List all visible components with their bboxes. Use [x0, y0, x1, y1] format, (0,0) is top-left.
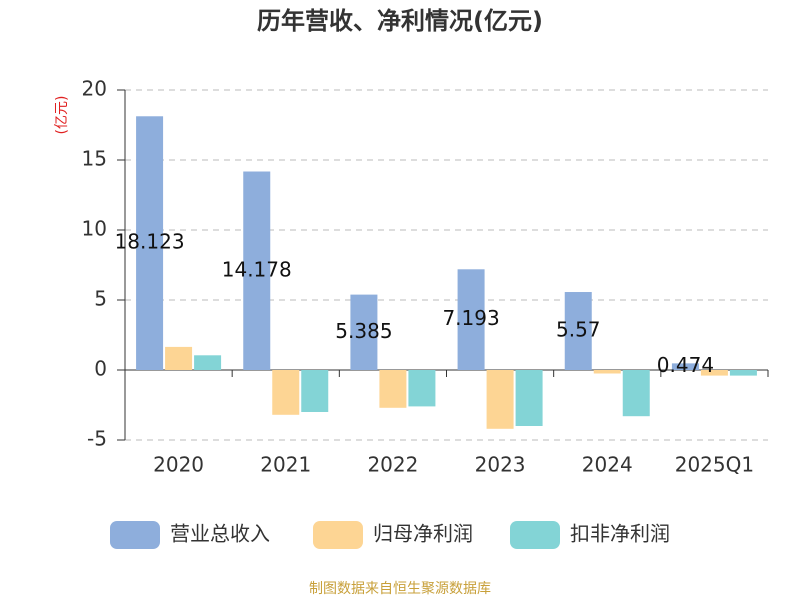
x-tick-label: 2020	[153, 453, 204, 477]
bar	[564, 292, 592, 370]
bar	[272, 370, 300, 415]
bar	[515, 370, 543, 426]
data-label: 18.123	[115, 230, 185, 254]
bar	[729, 370, 757, 376]
data-label: 14.178	[222, 257, 292, 281]
x-tick-label: 2022	[367, 453, 418, 477]
x-tick-label: 2023	[475, 453, 526, 477]
y-tick-label: 10	[82, 217, 107, 241]
bar	[379, 370, 407, 408]
bar	[700, 370, 728, 376]
legend-swatch	[313, 521, 363, 549]
data-label: 0.474	[657, 353, 714, 377]
y-tick-label: -5	[87, 427, 107, 451]
y-axis-label: (亿元)	[54, 96, 70, 135]
x-tick-label: 2025Q1	[675, 453, 754, 477]
bar	[243, 171, 271, 370]
data-label: 5.385	[335, 319, 392, 343]
bar	[301, 370, 329, 412]
bar	[408, 370, 436, 407]
bar	[165, 346, 193, 370]
data-label: 5.57	[556, 318, 601, 342]
bar	[350, 294, 378, 370]
legend-swatch	[110, 521, 160, 549]
source-note: 制图数据来自恒生聚源数据库	[309, 581, 491, 597]
bar	[593, 370, 621, 374]
chart-title: 历年营收、净利情况(亿元)	[257, 7, 543, 35]
y-tick-label: 20	[82, 77, 107, 101]
bar	[622, 370, 650, 417]
legend-label: 扣非净利润	[570, 522, 670, 546]
x-tick-label: 2024	[582, 453, 633, 477]
x-tick-label: 2021	[260, 453, 311, 477]
bar	[136, 116, 164, 370]
bar	[457, 269, 485, 370]
legend-swatch	[510, 521, 560, 549]
data-label: 7.193	[442, 306, 499, 330]
bar	[194, 355, 222, 370]
bar	[486, 370, 514, 429]
legend-label: 营业总收入	[170, 522, 270, 546]
legend-label: 归母净利润	[373, 522, 473, 546]
y-tick-label: 15	[82, 147, 107, 171]
y-tick-label: 0	[94, 357, 107, 381]
bar	[671, 363, 699, 370]
y-tick-label: 5	[94, 287, 107, 311]
